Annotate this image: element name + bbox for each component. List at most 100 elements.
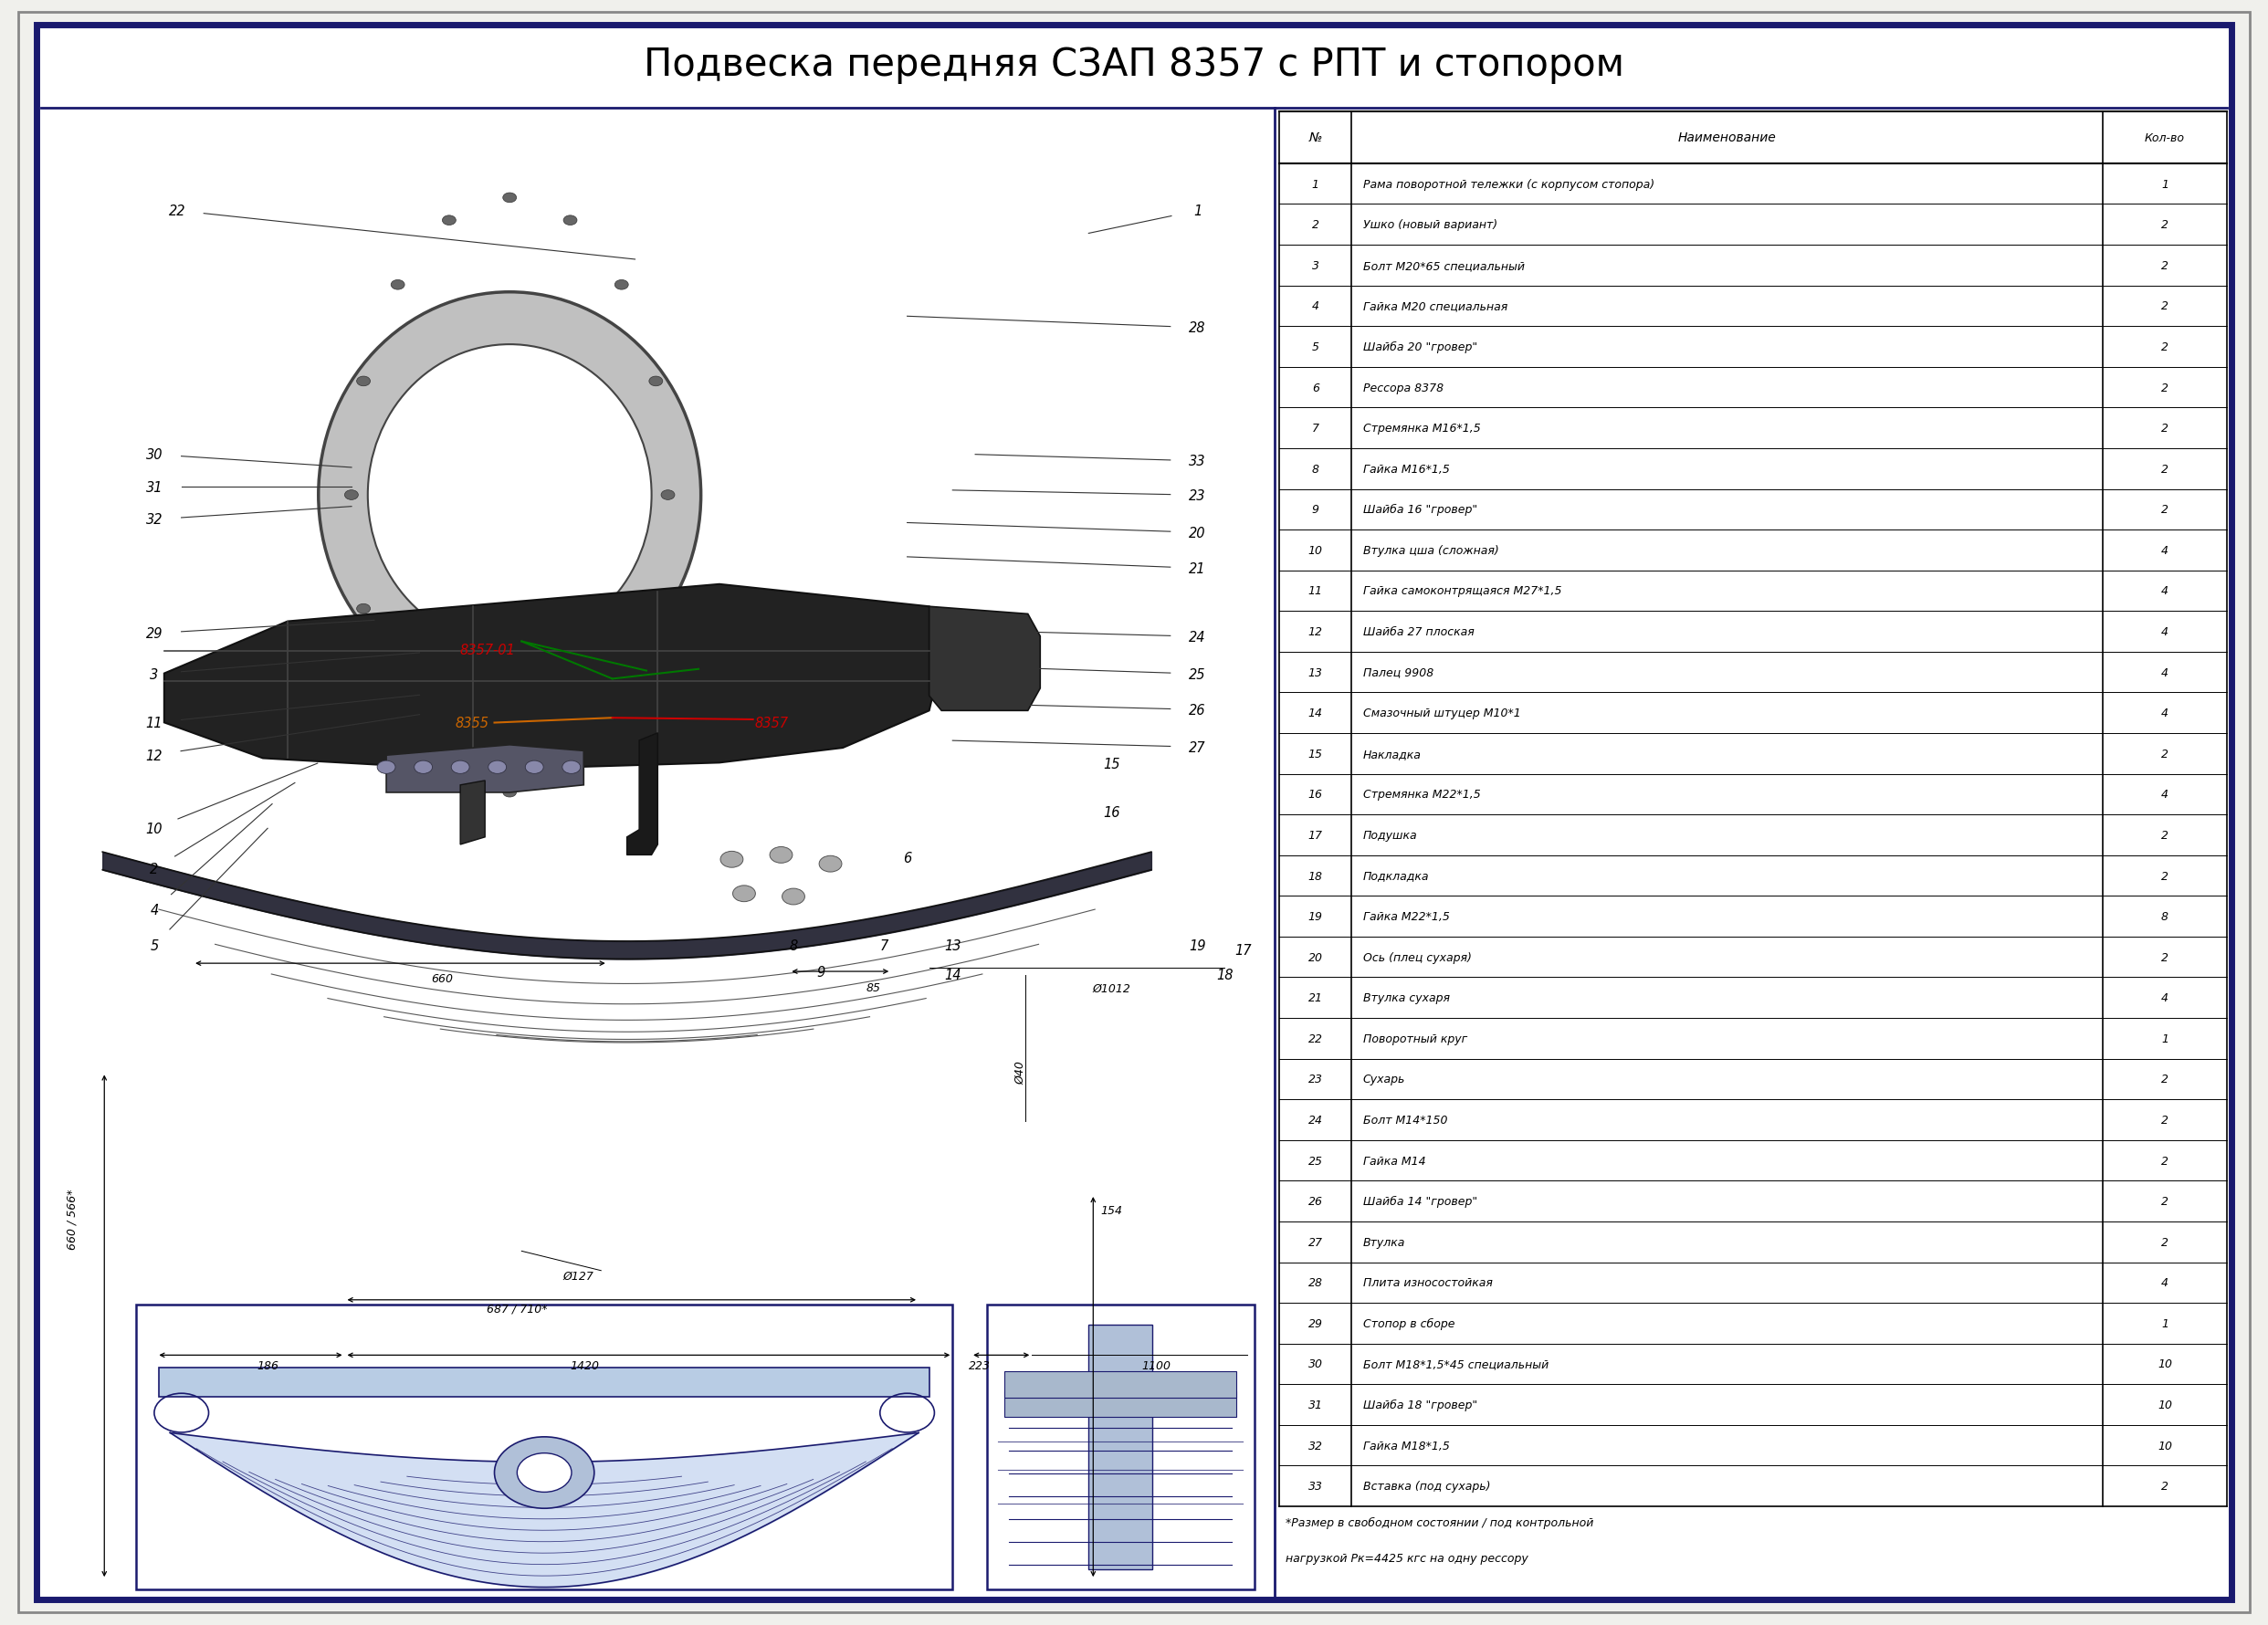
- Text: 11: 11: [1309, 585, 1322, 596]
- Text: 27: 27: [1188, 741, 1207, 754]
- Text: 186: 186: [256, 1358, 279, 1371]
- Text: 8357: 8357: [755, 717, 787, 730]
- Text: 4: 4: [2161, 585, 2168, 596]
- Text: 223: 223: [968, 1358, 991, 1371]
- Polygon shape: [930, 608, 1041, 712]
- Text: 13: 13: [943, 939, 962, 952]
- Text: 14: 14: [1309, 707, 1322, 720]
- Text: 10: 10: [2157, 1358, 2173, 1370]
- Text: 29: 29: [145, 627, 163, 640]
- Text: 17: 17: [1234, 944, 1252, 957]
- Text: 16: 16: [1309, 788, 1322, 801]
- Text: 32: 32: [145, 514, 163, 526]
- Text: 8355: 8355: [456, 717, 488, 730]
- Text: 2: 2: [2161, 504, 2168, 515]
- Text: 2: 2: [2161, 219, 2168, 231]
- Circle shape: [356, 604, 370, 614]
- Text: 25: 25: [1309, 1155, 1322, 1167]
- Text: 2: 2: [2161, 341, 2168, 353]
- Text: 22: 22: [168, 205, 186, 218]
- Text: 2: 2: [2161, 1237, 2168, 1248]
- Text: 19: 19: [1309, 910, 1322, 923]
- Text: 33: 33: [1188, 455, 1207, 468]
- Circle shape: [494, 1436, 594, 1508]
- Circle shape: [526, 760, 544, 773]
- Text: 20: 20: [1188, 526, 1207, 540]
- Text: Вставка (под сухарь): Вставка (под сухарь): [1363, 1480, 1490, 1492]
- Text: 9: 9: [816, 965, 826, 978]
- Circle shape: [517, 1453, 572, 1492]
- Ellipse shape: [318, 292, 701, 699]
- Text: 23: 23: [1309, 1074, 1322, 1086]
- Text: 2: 2: [2161, 463, 2168, 474]
- Text: Подвеска передняя СЗАП 8357 с РПТ и стопором: Подвеска передняя СЗАП 8357 с РПТ и стоп…: [644, 46, 1624, 84]
- Polygon shape: [460, 782, 485, 845]
- Text: Гайка М20 специальная: Гайка М20 специальная: [1363, 301, 1508, 312]
- Text: 11: 11: [145, 717, 163, 730]
- Text: 10: 10: [2157, 1399, 2173, 1410]
- Text: Рессора 8378: Рессора 8378: [1363, 382, 1442, 393]
- Text: 2: 2: [2161, 260, 2168, 271]
- Bar: [1005, 1371, 1236, 1398]
- Text: 30: 30: [145, 448, 163, 461]
- Text: 2: 2: [2161, 869, 2168, 882]
- Text: 10: 10: [1309, 544, 1322, 556]
- Text: Шайба 14 "гровер": Шайба 14 "гровер": [1363, 1196, 1476, 1207]
- Text: 2: 2: [2161, 1196, 2168, 1207]
- Text: 1: 1: [2161, 1033, 2168, 1045]
- Text: Накладка: Накладка: [1363, 748, 1422, 760]
- Bar: [987, 1305, 1254, 1589]
- Text: 28: 28: [1309, 1277, 1322, 1289]
- Circle shape: [769, 847, 792, 863]
- Text: Гайка М16*1,5: Гайка М16*1,5: [1363, 463, 1449, 474]
- Circle shape: [649, 604, 662, 614]
- Circle shape: [376, 760, 395, 773]
- Text: 2: 2: [2161, 1074, 2168, 1086]
- Text: 2: 2: [2161, 951, 2168, 964]
- Circle shape: [503, 193, 517, 203]
- Text: 10: 10: [145, 822, 163, 835]
- Text: 4: 4: [1311, 301, 1320, 312]
- Text: Болт М20*65 специальный: Болт М20*65 специальный: [1363, 260, 1524, 271]
- Text: Плита износостойкая: Плита износостойкая: [1363, 1277, 1492, 1289]
- Text: 8: 8: [789, 939, 798, 952]
- Text: 21: 21: [1188, 562, 1207, 575]
- Text: Ø40: Ø40: [1014, 1061, 1027, 1084]
- Circle shape: [442, 216, 456, 226]
- Text: 660: 660: [431, 972, 454, 985]
- Text: Гайка М22*1,5: Гайка М22*1,5: [1363, 910, 1449, 923]
- Text: 4: 4: [2161, 626, 2168, 637]
- Text: 1: 1: [2161, 1318, 2168, 1329]
- Text: 4: 4: [2161, 788, 2168, 801]
- Text: 154: 154: [1100, 1204, 1123, 1217]
- Text: 28: 28: [1188, 322, 1207, 335]
- Text: Шайба 16 "гровер": Шайба 16 "гровер": [1363, 504, 1476, 515]
- Text: 15: 15: [1102, 757, 1120, 770]
- Text: 21: 21: [1309, 991, 1322, 1004]
- Text: 4: 4: [2161, 666, 2168, 679]
- Text: Втулка цша (сложная): Втулка цша (сложная): [1363, 544, 1499, 556]
- Text: 1: 1: [1311, 179, 1320, 190]
- Text: Палец 9908: Палец 9908: [1363, 666, 1433, 679]
- Text: Подушка: Подушка: [1363, 829, 1418, 842]
- Text: Кол-во: Кол-во: [2146, 132, 2184, 145]
- Text: 2: 2: [2161, 301, 2168, 312]
- Text: Втулка: Втулка: [1363, 1237, 1406, 1248]
- Polygon shape: [626, 733, 658, 855]
- Text: 18: 18: [1216, 968, 1234, 981]
- Bar: [1005, 1391, 1236, 1417]
- Text: Ø1012: Ø1012: [1093, 981, 1129, 994]
- Text: 7: 7: [1311, 422, 1320, 434]
- Text: 27: 27: [1309, 1237, 1322, 1248]
- Text: 2: 2: [150, 863, 159, 876]
- Text: Втулка сухаря: Втулка сухаря: [1363, 991, 1449, 1004]
- Text: 10: 10: [2157, 1440, 2173, 1451]
- Text: Смазочный штуцер М10*1: Смазочный штуцер М10*1: [1363, 707, 1522, 720]
- Circle shape: [390, 700, 404, 710]
- Circle shape: [442, 765, 456, 775]
- Text: 2: 2: [2161, 1480, 2168, 1492]
- Text: Шайба 20 "гровер": Шайба 20 "гровер": [1363, 341, 1476, 353]
- Text: Гайка самоконтрящаяся М27*1,5: Гайка самоконтрящаяся М27*1,5: [1363, 585, 1563, 596]
- Text: 85: 85: [866, 981, 880, 994]
- Text: 25: 25: [1188, 668, 1207, 681]
